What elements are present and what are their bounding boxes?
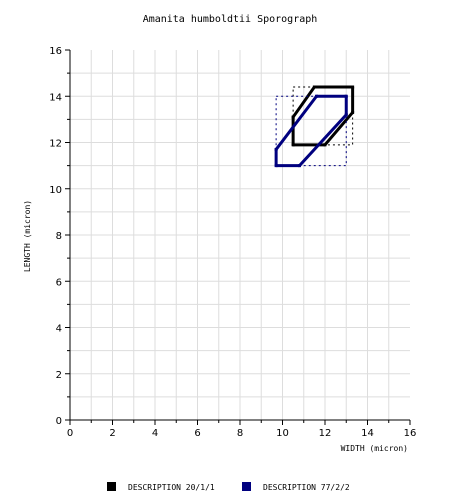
- series-point: [351, 85, 355, 89]
- y-axis-label: LENGTH (micron): [23, 200, 32, 272]
- y-tick-label: 14: [49, 92, 62, 103]
- y-tick-label: 6: [56, 277, 62, 288]
- y-tick-label: 8: [56, 231, 62, 242]
- legend-label: DESCRIPTION 20/1/1: [128, 483, 215, 492]
- y-tick-label: 16: [49, 46, 62, 57]
- x-tick-label: 16: [404, 428, 417, 439]
- x-tick-label: 10: [276, 428, 289, 439]
- series-point: [291, 115, 295, 119]
- legend-swatch: [107, 482, 116, 491]
- legend-label: DESCRIPTION 77/2/2: [263, 483, 350, 492]
- x-tick-label: 12: [319, 428, 332, 439]
- x-tick-label: 14: [361, 428, 374, 439]
- chart-title: Amanita humboldtii Sporograph: [143, 14, 318, 25]
- y-tick-label: 12: [49, 139, 62, 150]
- series-point: [274, 164, 278, 168]
- series-point: [312, 85, 316, 89]
- series-point: [315, 94, 318, 98]
- axes: 0 2 4 6 8 10 12 14 16 0 2 4 6 8 10 12 14 16: [49, 46, 416, 439]
- x-tick-label: 4: [152, 428, 158, 439]
- x-axis-label: WIDTH (micron): [341, 444, 408, 453]
- series-point: [344, 94, 348, 98]
- series-point: [351, 110, 355, 114]
- legend: DESCRIPTION 20/1/1 DESCRIPTION 77/2/2: [107, 482, 350, 492]
- x-tick-label: 0: [67, 428, 73, 439]
- x-tick-label: 8: [237, 428, 243, 439]
- y-tick-label: 4: [56, 324, 62, 335]
- grid: [70, 50, 410, 420]
- y-tick-label: 2: [56, 370, 62, 381]
- y-tick-label: 10: [49, 185, 62, 196]
- x-tick-label: 6: [194, 428, 200, 439]
- y-tick-label: 0: [56, 416, 62, 427]
- series-point: [298, 164, 301, 168]
- x-tick-label: 2: [109, 428, 115, 439]
- series-layer: [274, 85, 355, 168]
- series-point: [323, 143, 327, 147]
- series-point: [291, 143, 295, 147]
- series-point: [274, 147, 278, 151]
- series-range-box: [275, 95, 347, 167]
- series-point: [344, 113, 348, 117]
- legend-swatch: [242, 482, 251, 491]
